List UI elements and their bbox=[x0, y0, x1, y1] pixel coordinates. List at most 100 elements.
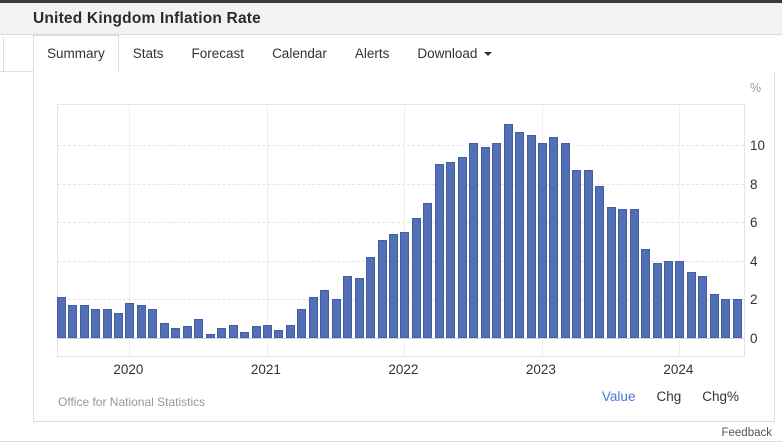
bar-2023-02[interactable] bbox=[549, 137, 559, 338]
bar-2020-05[interactable] bbox=[171, 328, 181, 338]
bar-2021-07[interactable] bbox=[331, 299, 341, 338]
bar-2020-10[interactable] bbox=[228, 324, 238, 338]
bar-2021-02[interactable] bbox=[274, 330, 284, 338]
bar-2021-01[interactable] bbox=[262, 324, 272, 338]
bar-2021-04[interactable] bbox=[297, 309, 307, 338]
bar-2023-07[interactable] bbox=[606, 206, 616, 338]
bar-2023-06[interactable] bbox=[595, 185, 605, 338]
bar-2020-02[interactable] bbox=[136, 305, 146, 338]
bar-2022-12[interactable] bbox=[526, 135, 536, 338]
chart-plot-area bbox=[56, 104, 745, 357]
y-tick-label-10: 10 bbox=[750, 138, 766, 153]
bar-2022-01[interactable] bbox=[400, 231, 410, 338]
tab-alerts[interactable]: Alerts bbox=[354, 46, 390, 61]
title-bar: United Kingdom Inflation Rate bbox=[0, 3, 782, 35]
caret-down-icon bbox=[484, 52, 493, 57]
bar-2021-06[interactable] bbox=[320, 289, 330, 338]
bar-2021-05[interactable] bbox=[308, 297, 318, 338]
bar-2023-08[interactable] bbox=[618, 208, 628, 338]
bar-2019-07[interactable] bbox=[56, 297, 66, 338]
bar-2023-09[interactable] bbox=[629, 208, 639, 338]
bar-2020-09[interactable] bbox=[217, 328, 227, 338]
gridline-x-2024 bbox=[679, 105, 681, 356]
x-tick-label-2020: 2020 bbox=[113, 362, 144, 377]
tab-stats[interactable]: Stats bbox=[132, 46, 164, 61]
gridline-y-10 bbox=[58, 145, 744, 146]
series-mode-links: Value Chg Chg% bbox=[602, 389, 739, 404]
bar-2024-01[interactable] bbox=[675, 260, 685, 338]
bar-2019-11[interactable] bbox=[102, 309, 112, 338]
bar-2024-02[interactable] bbox=[686, 272, 696, 338]
page-bottom-divider bbox=[0, 441, 782, 442]
bar-2022-09[interactable] bbox=[492, 143, 502, 338]
y-tick-label-6: 6 bbox=[750, 215, 758, 231]
bar-2019-10[interactable] bbox=[91, 309, 101, 338]
y-tick-label-4: 4 bbox=[750, 253, 758, 269]
summary-panel: % 0 2 4 6 8 10 2020 2021 2022 2023 2024 Office fo… bbox=[33, 71, 775, 422]
bar-2020-04[interactable] bbox=[159, 322, 169, 338]
bar-2021-09[interactable] bbox=[354, 278, 364, 338]
tab-strip: Summary Stats Forecast Calendar Alerts Downlo… bbox=[0, 35, 782, 73]
bar-2023-12[interactable] bbox=[664, 260, 674, 338]
bar-2022-03[interactable] bbox=[423, 202, 433, 338]
bar-2022-11[interactable] bbox=[515, 131, 525, 338]
mode-link-chg-pct[interactable]: Chg% bbox=[702, 389, 739, 404]
bar-2019-08[interactable] bbox=[68, 305, 78, 338]
x-tick-label-2022: 2022 bbox=[388, 362, 419, 377]
tab-list: Summary Stats Forecast Calendar Alerts Downlo… bbox=[33, 35, 506, 73]
bar-2021-10[interactable] bbox=[366, 256, 376, 338]
chart-container: % 0 2 4 6 8 10 2020 2021 2022 2023 2024 Office fo… bbox=[34, 71, 774, 421]
bar-2022-04[interactable] bbox=[434, 164, 444, 338]
bar-2021-08[interactable] bbox=[343, 276, 353, 338]
bar-2022-06[interactable] bbox=[457, 156, 467, 338]
y-tick-label-2: 2 bbox=[750, 292, 758, 308]
bar-2024-06[interactable] bbox=[732, 299, 742, 338]
bar-2020-01[interactable] bbox=[125, 303, 135, 338]
y-tick-label-8: 8 bbox=[750, 176, 758, 192]
bar-2024-05[interactable] bbox=[721, 299, 731, 338]
bar-2021-11[interactable] bbox=[377, 239, 387, 338]
mode-link-value[interactable]: Value bbox=[601, 389, 636, 404]
page-title: United Kingdom Inflation Rate bbox=[33, 10, 261, 27]
tab-forecast[interactable]: Forecast bbox=[191, 46, 245, 61]
top-nav-bar bbox=[0, 0, 782, 3]
bar-2020-11[interactable] bbox=[240, 332, 250, 338]
bar-2022-07[interactable] bbox=[469, 143, 479, 338]
gridline-x-2022 bbox=[404, 105, 406, 356]
tab-summary[interactable]: Summary bbox=[33, 35, 119, 73]
bar-2021-03[interactable] bbox=[285, 324, 295, 338]
bar-2022-10[interactable] bbox=[503, 123, 513, 338]
bar-2022-05[interactable] bbox=[446, 162, 456, 338]
bar-2023-03[interactable] bbox=[560, 143, 570, 338]
y-tick-label-0: 0 bbox=[750, 331, 758, 346]
gridline-x-2021 bbox=[266, 105, 268, 356]
bar-2019-12[interactable] bbox=[114, 312, 124, 338]
bar-2020-07[interactable] bbox=[194, 318, 204, 338]
left-panel-divider bbox=[3, 37, 4, 71]
x-tick-label-2024: 2024 bbox=[663, 362, 694, 377]
feedback-link[interactable]: Feedback bbox=[721, 427, 772, 439]
bar-2022-08[interactable] bbox=[480, 146, 490, 338]
bar-2023-01[interactable] bbox=[537, 143, 547, 338]
gridline-y-8 bbox=[58, 183, 744, 185]
bar-2020-08[interactable] bbox=[205, 334, 215, 338]
x-tick-label-2021: 2021 bbox=[250, 362, 281, 377]
tab-download[interactable]: Download bbox=[403, 35, 506, 72]
bar-2020-12[interactable] bbox=[251, 326, 261, 338]
x-tick-label-2023: 2023 bbox=[525, 362, 556, 377]
gridline-y-0 bbox=[58, 338, 744, 339]
tab-calendar[interactable]: Calendar bbox=[272, 46, 327, 61]
bar-2020-03[interactable] bbox=[148, 309, 158, 338]
bar-2023-11[interactable] bbox=[652, 262, 662, 338]
bar-2020-06[interactable] bbox=[182, 326, 192, 338]
bar-2021-12[interactable] bbox=[389, 233, 399, 338]
gridline-y-6 bbox=[58, 222, 744, 224]
bar-2022-02[interactable] bbox=[411, 218, 421, 338]
mode-link-chg[interactable]: Chg bbox=[656, 389, 682, 404]
bar-2019-09[interactable] bbox=[79, 305, 89, 338]
bar-2023-04[interactable] bbox=[572, 170, 582, 338]
bar-2023-05[interactable] bbox=[583, 170, 593, 338]
bar-2024-04[interactable] bbox=[709, 293, 719, 338]
bar-2024-03[interactable] bbox=[698, 276, 708, 338]
bar-2023-10[interactable] bbox=[641, 249, 651, 338]
